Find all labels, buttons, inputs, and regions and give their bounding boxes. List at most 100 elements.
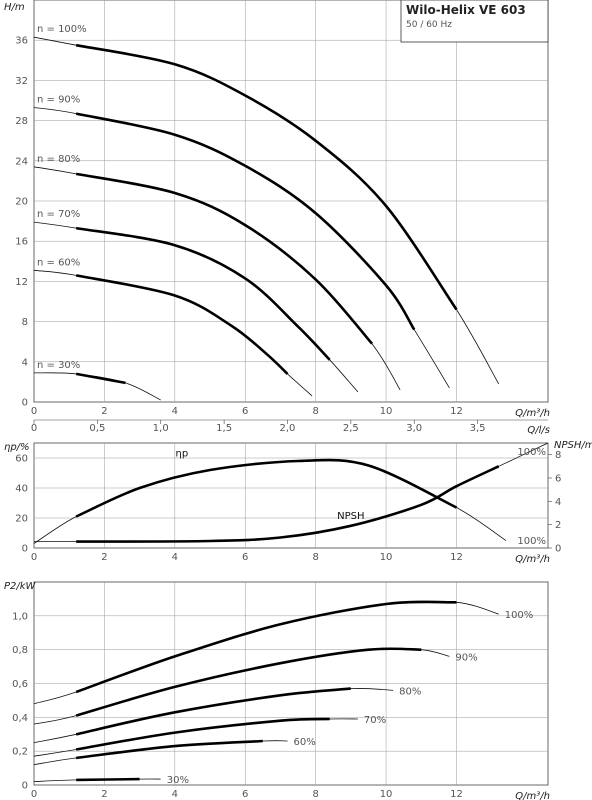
x-axis-label: Q/m³/h [515, 408, 550, 419]
series-0-3-thin [33, 221, 359, 393]
y-tick-label: 12 [15, 277, 28, 288]
grid-layer [33, 0, 552, 786]
series-2-2-thick [75, 687, 351, 736]
x-axis-label: Q/m³/h [515, 791, 550, 800]
x-tick-label: 2 [101, 552, 107, 563]
title-box: Wilo-Helix VE 603 50 / 60 Hz [400, 0, 549, 43]
series-label: n = 80% [37, 154, 80, 165]
y2-tick-label: 2 [555, 520, 561, 531]
y-tick-label: 20 [15, 514, 28, 525]
x-tick-label: 6 [242, 789, 248, 800]
series-1-1-thick [76, 465, 500, 543]
x2-axis-label: Q/l/s [527, 425, 550, 436]
series-2-1-thick [75, 647, 422, 717]
x2-tick-label: 1,5 [216, 423, 232, 434]
series-label: n = 60% [37, 257, 80, 268]
series-0-2-thick [75, 172, 373, 345]
chart-title: Wilo-Helix VE 603 [406, 3, 526, 17]
x-tick-label: 6 [242, 406, 248, 417]
x-tick-label: 4 [172, 789, 178, 800]
x-tick-label: 10 [380, 552, 393, 563]
y-tick-label: 1,0 [12, 611, 28, 622]
series-2-4-thick [76, 739, 263, 760]
series-2-3-thick [75, 717, 330, 751]
x2-tick-label: 1,0 [153, 423, 169, 434]
x2-tick-label: 3,5 [470, 423, 486, 434]
x-tick-label: 6 [242, 552, 248, 563]
series-label: 80% [399, 686, 421, 697]
plot-frame-1 [33, 442, 549, 549]
series-2-1-thin [33, 647, 450, 725]
x-tick-label: 0 [31, 406, 37, 417]
y-tick-label: 60 [15, 454, 28, 465]
x-axis-label: Q/m³/h [515, 554, 550, 565]
x2-tick-label: 0,5 [89, 423, 105, 434]
series-label: 90% [455, 652, 477, 663]
series-2-5-thick [76, 777, 140, 782]
series-0-1-thin [33, 107, 450, 389]
y2-tick-label: 4 [555, 497, 561, 508]
y-tick-label: 28 [15, 116, 28, 127]
y-tick-label: 40 [15, 484, 28, 495]
y-tick-label: 0,4 [12, 713, 28, 724]
series-label: 30% [167, 775, 189, 786]
x-tick-label: 10 [380, 406, 393, 417]
series-label: n = 100% [37, 24, 87, 35]
y-axis-label: H/m [4, 2, 25, 13]
series-label: 60% [293, 737, 315, 748]
x-tick-label: 0 [31, 552, 37, 563]
x-tick-label: 12 [450, 789, 463, 800]
series-0-1-thick [75, 112, 416, 331]
x-tick-label: 12 [450, 552, 463, 563]
x-tick-label: 4 [172, 552, 178, 563]
y-axis-label: ηp/% [4, 442, 30, 453]
y-tick-label: 0,2 [12, 747, 28, 758]
series-2-2-thin [33, 688, 394, 744]
x-tick-label: 4 [172, 406, 178, 417]
y-tick-label: 0,6 [12, 679, 28, 690]
y-tick-label: 32 [15, 76, 28, 87]
y2-tick-label: 8 [555, 450, 561, 461]
series-label: n = 30% [37, 360, 80, 371]
series-label: NPSH [337, 511, 364, 522]
y-tick-label: 0,8 [12, 645, 28, 656]
y2-tick-label: 0 [555, 544, 561, 555]
series-0-4-thick [75, 274, 289, 375]
x-tick-label: 2 [101, 789, 107, 800]
y-tick-label: 4 [22, 357, 28, 368]
series-2-0-thin [33, 600, 499, 705]
series-end-label: 100% [517, 536, 546, 547]
series-2-4-thin [33, 740, 288, 766]
y-axis-label: P2/kW [4, 581, 37, 592]
chart-subtitle: 50 / 60 Hz [406, 20, 452, 30]
y-tick-label: 16 [15, 237, 28, 248]
series-label: ηp [176, 449, 189, 460]
y-tick-label: 36 [15, 36, 28, 47]
x-tick-label: 10 [380, 789, 393, 800]
series-1-0-thick [75, 458, 458, 518]
y-tick-label: 24 [15, 156, 28, 167]
series-label: n = 90% [37, 95, 80, 106]
series-0-3-thick [75, 226, 331, 361]
y-tick-label: 8 [22, 317, 28, 328]
x-tick-label: 8 [312, 789, 318, 800]
series-label: 100% [505, 610, 534, 621]
series-label: n = 70% [37, 209, 80, 220]
y2-axis-label: NPSH/m [554, 440, 592, 451]
x2-tick-label: 2,0 [280, 423, 296, 434]
series-end-label: 100% [517, 447, 546, 458]
x2-tick-label: 0 [31, 423, 37, 434]
y-tick-label: 0 [22, 398, 28, 409]
series-2-0-thick [75, 600, 457, 694]
x-tick-label: 8 [312, 552, 318, 563]
y2-tick-label: 6 [555, 474, 561, 485]
series-label: 70% [364, 715, 386, 726]
y-tick-label: 20 [15, 197, 28, 208]
x-tick-label: 12 [450, 406, 463, 417]
x-tick-label: 2 [101, 406, 107, 417]
x2-tick-label: 2,5 [343, 423, 359, 434]
x2-tick-label: 3,0 [406, 423, 422, 434]
y-tick-label: 0 [22, 781, 28, 792]
x-tick-label: 8 [312, 406, 318, 417]
